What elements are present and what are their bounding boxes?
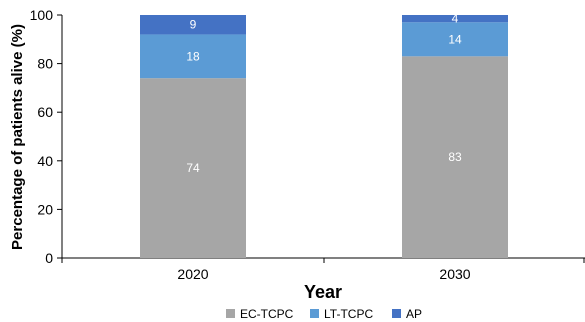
bar-segment-ec-tcpc xyxy=(140,78,246,259)
y-tick-label: 40 xyxy=(37,153,53,169)
bar-segment-ec-tcpc xyxy=(402,56,508,259)
data-label: 4 xyxy=(452,12,459,26)
bar-segment-lt-tcpc xyxy=(140,34,246,79)
bar-segment-lt-tcpc xyxy=(402,22,508,57)
bar-segment-ap xyxy=(402,15,508,23)
legend-swatch xyxy=(226,309,235,318)
y-tick-label: 60 xyxy=(37,104,53,120)
legend: EC-TCPC LT-TCPC AP xyxy=(226,307,422,321)
legend-swatch xyxy=(392,309,401,318)
y-axis-label: Percentage of patients alive (%) xyxy=(9,24,26,250)
x-axis: 2020 2030 xyxy=(61,257,585,282)
y-tick-label: 20 xyxy=(37,201,53,217)
legend-label: LT-TCPC xyxy=(324,307,373,321)
y-tick-label: 0 xyxy=(45,250,53,266)
y-tick-label: 100 xyxy=(30,7,54,23)
y-axis: 0 20 40 60 80 100 xyxy=(30,7,63,266)
bars: 74 18 9 83 14 4 xyxy=(140,12,508,259)
data-label: 14 xyxy=(448,32,462,46)
data-label: 9 xyxy=(190,18,197,32)
legend-swatch xyxy=(310,309,319,318)
legend-label: EC-TCPC xyxy=(240,307,294,321)
data-label: 18 xyxy=(186,49,200,63)
bar-segment-ap xyxy=(140,15,246,35)
x-tick-label: 2020 xyxy=(177,266,208,282)
x-axis-label: Year xyxy=(304,282,342,302)
x-tick-label: 2030 xyxy=(439,266,470,282)
legend-label: AP xyxy=(406,307,422,321)
data-label: 83 xyxy=(448,150,462,164)
data-label: 74 xyxy=(186,161,200,175)
y-tick-label: 80 xyxy=(37,56,53,72)
